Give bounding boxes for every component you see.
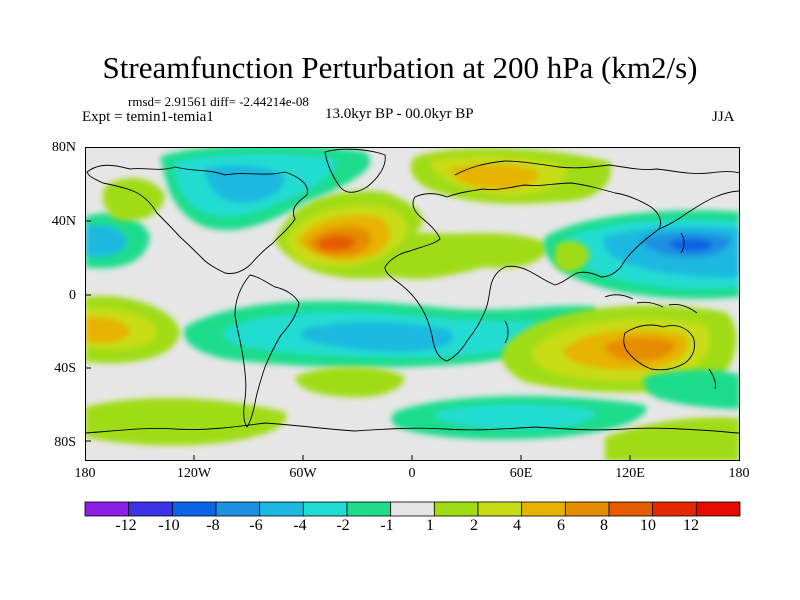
colorbar-box [608,501,654,517]
colorbar-box [521,501,566,517]
colorbar-label: 10 [640,517,656,534]
colorbar-label: -1 [380,517,394,534]
colorbar-box [128,501,173,517]
colorbar-box [84,501,130,517]
colorbar-label: 1 [426,517,434,534]
colorbar-label: -8 [206,517,220,534]
colorbar-box [477,501,523,517]
lon-label-0: 0 [408,466,416,481]
lat-label-eq: 0 [69,288,76,303]
colorbar-label: -2 [336,517,350,534]
lon-label-180w: 180 [74,466,96,481]
period-label: 13.0kyr BP - 00.0kyr BP [325,106,474,122]
colorbar-label: 6 [557,517,565,534]
coast-north-america [86,164,308,274]
contour-pos-aus-8 [605,337,676,361]
colorbar-label: 2 [470,517,478,534]
experiment-label: Expt = temin1-temia1 [82,109,214,125]
colorbar-label: -10 [158,517,180,534]
contour-pos-atlantic-10 [317,235,356,251]
colorbar-label: -12 [115,517,137,534]
contour-fields [85,147,740,461]
contour-pos-south-band-left [85,397,287,446]
colorbar-label: 12 [683,517,699,534]
lon-label-120e: 120E [615,466,645,481]
lat-label-80s: 80S [54,435,76,450]
contour-neg-epacific-2 [85,225,127,257]
lon-label-60e: 60E [509,466,533,481]
colorbar-box [390,501,435,517]
coast-arctic [454,160,740,176]
coast-south-america [234,274,300,428]
coast-indonesia [604,294,698,314]
colorbar-box [171,501,217,517]
colorbar-box [433,501,479,517]
coast-antarctica [85,422,740,434]
contour-neg-wpacific-8 [670,238,713,252]
colorbar-box [695,501,741,517]
colorbar-box [302,501,348,517]
colorbar-label: -4 [293,517,307,534]
contour-pos-asia [555,240,590,272]
lon-label-60w: 60W [289,466,317,481]
lat-label-40n: 40N [51,214,76,229]
colorbar-label: 4 [513,517,521,534]
map-ticks [85,147,631,461]
colorbar-boxes [84,501,741,517]
coast-madagascar [504,320,509,344]
coast-greenland [324,148,386,193]
lat-label-80n: 80N [51,140,76,155]
plot-title: Streamfunction Perturbation at 200 hPa (… [102,50,698,85]
coast-japan [680,232,685,254]
contour-neg-ne-south [643,370,740,409]
contour-neg-south-4 [300,322,454,352]
contour-pos-npacific [102,178,165,221]
coast-africa-eurasia [384,182,662,362]
colorbar-box [564,501,610,517]
colorbar-box [652,501,697,517]
contour-pos-europe-6 [450,164,540,190]
colorbar-box [259,501,304,517]
season-label: JJA [712,109,735,125]
stats-line: rmsd= 2.91561 diff= -2.44214e-08 [128,94,309,109]
coastlines [85,148,740,434]
contour-pos-south-band-mid [295,366,405,398]
contour-pos-spacific-6 [85,316,130,344]
coast-asia-east [658,190,740,230]
contour-neg-south-band-2 [435,404,596,429]
lat-label-40s: 40S [54,361,76,376]
lon-label-120w: 120W [176,466,212,481]
colorbar-box [215,501,261,517]
streamfunction-map [85,147,740,461]
lon-label-180e: 180 [728,466,750,481]
coast-australia [623,324,696,371]
colorbar-label: -6 [249,517,263,534]
coast-newzealand [708,368,716,390]
colorbar-label: 8 [600,517,608,534]
colorbar-box [346,501,392,517]
